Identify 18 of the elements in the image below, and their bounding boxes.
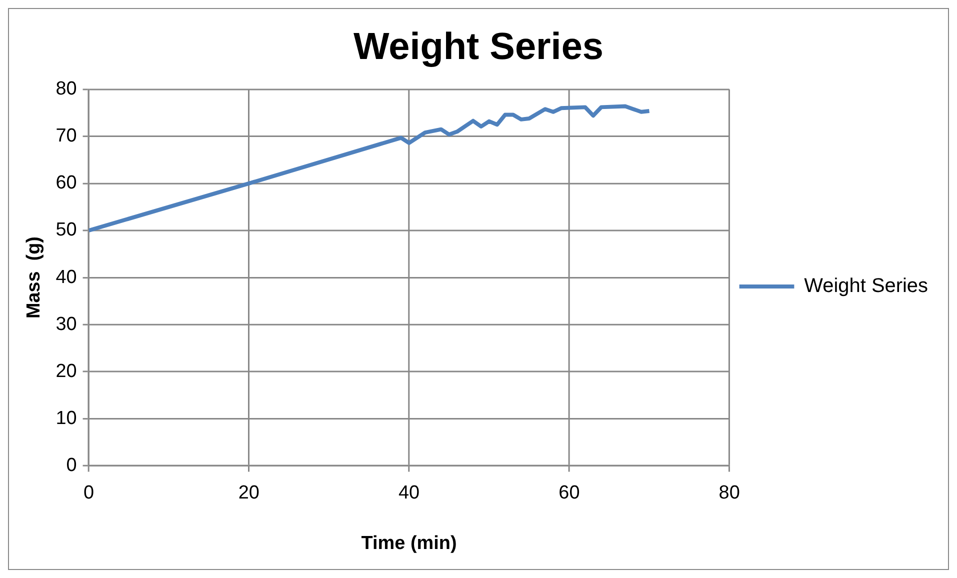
x-tick-label: 20 <box>238 482 260 504</box>
x-axis-title: Time (min) <box>361 532 457 554</box>
y-tick-label: 80 <box>56 78 77 100</box>
x-tick-label: 0 <box>83 482 94 504</box>
y-tick-label: 60 <box>56 172 77 194</box>
x-tick-label: 40 <box>398 482 420 504</box>
y-tick-label: 20 <box>56 360 77 382</box>
y-tick-label: 0 <box>66 454 77 476</box>
y-tick-label: 70 <box>56 126 77 147</box>
y-tick-label: 30 <box>56 314 77 335</box>
y-tick-label: 50 <box>56 220 77 241</box>
x-tick-label: 60 <box>558 482 580 504</box>
y-axis-title: Mass (g) <box>24 236 45 319</box>
chart-title: Weight Series <box>354 26 604 68</box>
y-tick-label: 40 <box>56 266 77 288</box>
x-tick-label: 80 <box>718 482 740 504</box>
y-tick-label: 10 <box>56 408 77 429</box>
legend-label: Weight Series <box>804 275 928 297</box>
